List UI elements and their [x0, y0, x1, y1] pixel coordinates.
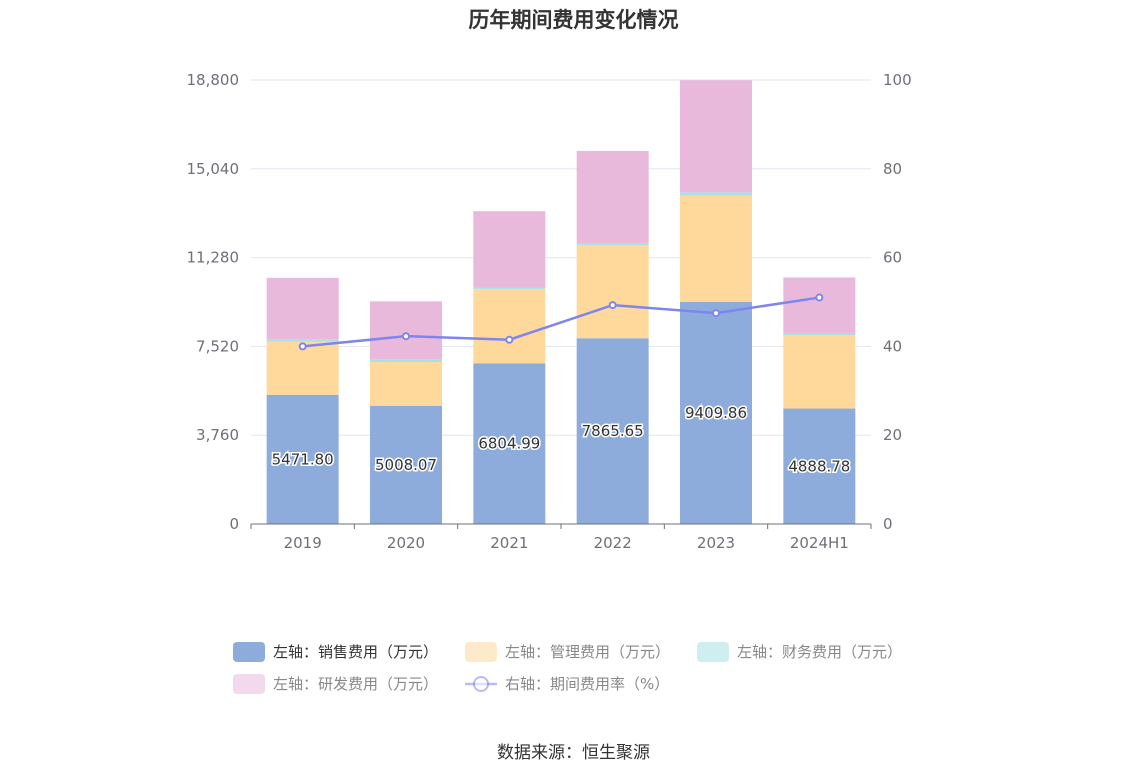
bar-segment: [576, 244, 649, 339]
bar-segment: [783, 277, 856, 333]
legend: 左轴：销售费用（万元） 左轴：管理费用（万元） 左轴：财务费用（万元） 左轴：研发费用…: [233, 642, 902, 694]
legend-swatch: [233, 642, 265, 662]
right-axis-tick-label: 100: [883, 71, 912, 89]
line-layer: [298, 293, 824, 351]
bar-segment: [680, 80, 752, 193]
bar-data-label: 7865.65: [582, 422, 644, 440]
bar-segment: [680, 192, 752, 196]
bar-segment: [576, 338, 649, 524]
left-axis-tick-label: 0: [229, 515, 239, 533]
right-axis-tick-label: 0: [883, 515, 893, 533]
left-axis-tick-label: 18,800: [187, 71, 240, 89]
bar-segment: [370, 301, 442, 360]
bar-segment: [473, 287, 546, 289]
source-note: 数据来源：恒生聚源: [497, 743, 650, 763]
x-axis-tick-label: 2021: [490, 534, 528, 552]
right-axis-tick-label: 60: [883, 249, 902, 267]
rate-point: [608, 301, 617, 310]
left-axis-tick-label: 3,760: [196, 426, 239, 444]
legend-label: 左轴：管理费用（万元）: [505, 643, 670, 661]
rate-point: [815, 293, 824, 302]
bar-segment: [266, 277, 339, 340]
legend-swatch: [465, 642, 497, 662]
bar-segment: [576, 150, 649, 244]
bar-data-label: 6804.99: [478, 435, 540, 453]
bar-segment: [266, 341, 339, 395]
bar-segment: [783, 335, 856, 409]
legend-label: 左轴：研发费用（万元）: [273, 675, 438, 693]
bar-segment: [370, 405, 442, 524]
bar-segment: [680, 301, 752, 524]
x-axis-tick-label: 2019: [284, 534, 322, 552]
bar-data-label: 9409.86: [685, 404, 747, 422]
legend-item[interactable]: 左轴：财务费用（万元）: [697, 642, 902, 662]
bar-segment: [576, 243, 649, 245]
right-axis-tick-label: 80: [883, 160, 902, 178]
x-axis-tick-label: 2022: [594, 534, 632, 552]
left-axis-tick-label: 11,280: [187, 249, 240, 267]
legend-item[interactable]: 左轴：研发费用（万元）: [233, 674, 438, 694]
legend-item[interactable]: 右轴：期间费用率（%）: [465, 675, 669, 693]
legend-swatch: [233, 674, 265, 694]
x-axis-tick-label: 2020: [387, 534, 425, 552]
rate-line: [302, 296, 820, 348]
rate-point: [505, 335, 514, 344]
bar-data-label: 5008.07: [375, 456, 437, 474]
left-axis-tick-label: 7,520: [196, 337, 239, 355]
bar-segment: [266, 339, 339, 342]
legend-swatch: [697, 642, 729, 662]
bar-segment: [370, 362, 442, 406]
bar-segment: [473, 288, 546, 364]
legend-label: 左轴：财务费用（万元）: [737, 643, 902, 661]
bar-segment: [473, 363, 546, 524]
rate-point: [712, 309, 720, 318]
data-label-layer: 5471.80 5008.07 6804.99 7865.65 9409.86 4888.…: [270, 402, 852, 476]
x-axis-tick-label: 2024H1: [790, 534, 849, 552]
x-axis-tick-label: 2023: [697, 534, 735, 552]
right-axis-tick-label: 40: [883, 337, 902, 355]
left-axis-tick-label: 15,040: [187, 160, 240, 178]
legend-marker: [473, 676, 489, 692]
right-axis-tick-label: 20: [883, 426, 902, 444]
bar-data-label: 4888.78: [788, 457, 850, 475]
rate-point: [402, 332, 410, 341]
legend-label: 右轴：期间费用率（%）: [505, 675, 669, 693]
bar-layer: [266, 80, 856, 524]
bar-segment: [266, 394, 339, 524]
rate-point: [298, 342, 307, 351]
axis-layer: 0 0 3,760 20 7,520 40 11,280 60 15,040 80 18,800 10…: [187, 71, 912, 552]
chart-title: 历年期间费用变化情况: [468, 8, 679, 32]
legend-label: 左轴：销售费用（万元）: [273, 643, 438, 661]
bar-segment: [473, 211, 546, 288]
legend-item[interactable]: 左轴：销售费用（万元）: [233, 642, 438, 662]
bar-segment: [783, 332, 856, 336]
legend-item[interactable]: 左轴：管理费用（万元）: [465, 642, 670, 662]
grid-lines: [251, 79, 871, 436]
bar-segment: [370, 359, 442, 363]
bar-segment: [680, 195, 752, 302]
bar-segment: [783, 408, 856, 524]
bar-data-label: 5471.80: [272, 450, 334, 468]
